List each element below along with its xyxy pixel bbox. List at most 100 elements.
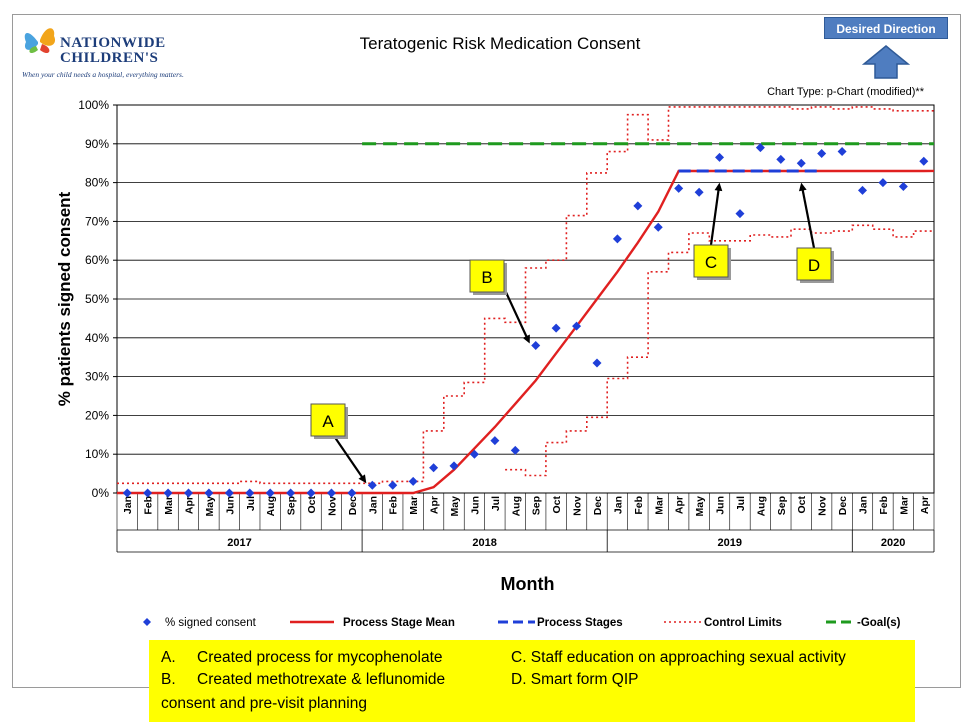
up-arrow-icon: [862, 45, 910, 79]
data-point: [817, 149, 827, 158]
year-label: 2017: [227, 537, 251, 549]
month-label: Jan: [122, 496, 134, 514]
note-d: D. Smart form QIP: [511, 671, 639, 688]
data-point: [367, 480, 377, 490]
annotation-arrowhead: [714, 182, 723, 192]
notes-box: A. Created process for mycophenolate B. …: [149, 640, 915, 722]
year-label: 2018: [472, 537, 496, 549]
data-point: [735, 209, 745, 219]
y-tick-label: 80%: [85, 176, 109, 190]
month-label: Apr: [429, 496, 441, 514]
y-tick-label: 90%: [85, 137, 109, 151]
month-label: Oct: [551, 496, 563, 514]
month-label: Mar: [898, 496, 910, 515]
legend-label: % signed consent: [165, 617, 257, 629]
annotation-arrowhead: [798, 182, 807, 192]
data-point: [449, 461, 459, 471]
data-point: [715, 152, 725, 162]
note-a-text: Created process for mycophenolate: [197, 649, 443, 666]
butterfly-icon: [24, 28, 56, 54]
y-tick-label: 100%: [78, 98, 109, 112]
annotation-arrowhead: [358, 474, 367, 484]
data-point: [633, 201, 643, 211]
month-label: May: [449, 496, 461, 517]
month-label: Feb: [878, 496, 890, 515]
annotation-arrow: [709, 188, 720, 246]
y-tick-label: 60%: [85, 253, 109, 267]
data-point: [919, 156, 929, 166]
month-label: Dec: [592, 496, 604, 515]
data-point: [163, 488, 173, 498]
month-label: Jan: [367, 496, 379, 514]
legend-label: Process Stages: [537, 617, 623, 629]
month-label: Mar: [653, 496, 665, 515]
data-point: [510, 445, 520, 455]
y-axis-title: % patients signed consent: [55, 191, 74, 406]
month-label: Dec: [837, 496, 849, 515]
month-label: Aug: [265, 496, 277, 516]
data-point: [837, 147, 847, 157]
year-label: 2019: [718, 537, 742, 549]
data-point: [694, 187, 704, 197]
month-label: Oct: [306, 496, 318, 514]
annotation-box: [796, 247, 832, 281]
annotation-arrowhead: [522, 334, 530, 344]
annotation-box: [469, 259, 505, 293]
data-point: [408, 476, 418, 486]
month-label: Mar: [408, 496, 420, 515]
month-label: Nov: [572, 496, 584, 516]
month-label: Nov: [326, 496, 338, 516]
y-tick-label: 40%: [85, 331, 109, 345]
y-tick-label: 0%: [92, 486, 110, 500]
month-label: May: [694, 496, 706, 517]
data-point: [531, 341, 541, 351]
month-label: Aug: [510, 496, 522, 516]
annotation-label: A: [322, 412, 334, 431]
month-label: Jun: [715, 496, 727, 515]
month-label: Apr: [919, 496, 931, 514]
month-label: Jul: [735, 496, 747, 511]
annotation-label: D: [808, 256, 820, 275]
data-point: [429, 463, 439, 473]
month-label: Jan: [612, 496, 624, 514]
data-point: [796, 158, 806, 168]
month-label: May: [204, 496, 216, 517]
year-label: 2020: [881, 537, 905, 549]
data-point: [183, 488, 193, 498]
note-b-letter: B.: [161, 671, 176, 688]
month-label: Sep: [776, 496, 788, 515]
annotation-arrow: [801, 188, 816, 249]
legend-label: Control Limits: [704, 617, 782, 629]
annotation-label: B: [481, 268, 492, 287]
annotation-box: [693, 244, 729, 278]
data-point: [469, 449, 479, 459]
month-label: Jun: [224, 496, 236, 515]
annotation-box: [310, 403, 346, 437]
chart-type-label: Chart Type: p-Chart (modified)**: [767, 86, 924, 98]
month-label: Apr: [183, 496, 195, 514]
month-label: Apr: [674, 496, 686, 514]
data-point: [612, 234, 622, 244]
annotation-arrow: [333, 435, 364, 479]
upper-control-limit-line: [117, 106, 934, 485]
data-point: [776, 154, 786, 164]
logo-name: NATIONWIDE CHILDREN'S: [60, 35, 166, 66]
data-point: [204, 488, 214, 498]
month-label: Feb: [633, 496, 645, 515]
data-point: [592, 358, 602, 368]
note-a: A. Created process for mycophenolate: [161, 649, 443, 667]
y-tick-label: 70%: [85, 214, 109, 228]
month-label: Jul: [490, 496, 502, 511]
month-label: Jan: [858, 496, 870, 514]
note-a-letter: A.: [161, 649, 176, 666]
y-tick-label: 10%: [85, 447, 109, 461]
annotation-arrow: [503, 287, 529, 339]
data-point: [388, 480, 398, 490]
note-b-text: Created methotrexate & leflunomide: [197, 671, 446, 688]
month-label: Nov: [817, 496, 829, 516]
data-point: [490, 436, 500, 446]
month-label: Sep: [531, 496, 543, 515]
chart-title: Teratogenic Risk Medication Consent: [359, 34, 641, 53]
data-point: [858, 185, 868, 195]
